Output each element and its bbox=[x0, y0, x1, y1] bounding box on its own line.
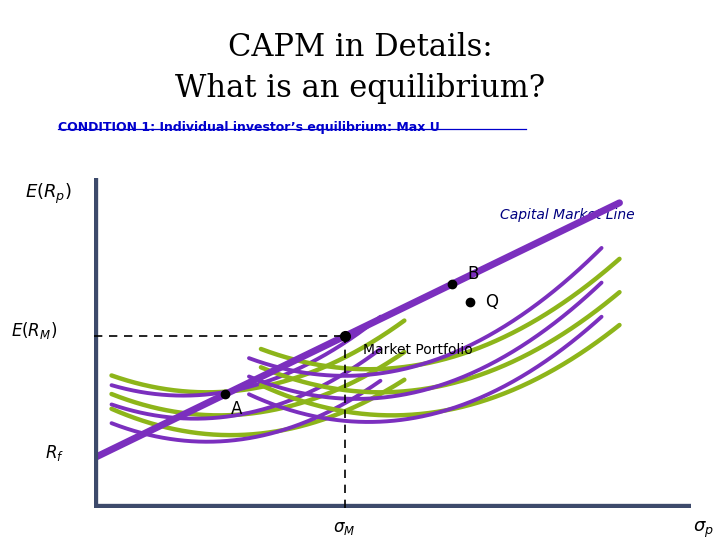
Text: CAPM in Details:: CAPM in Details: bbox=[228, 32, 492, 63]
Text: A: A bbox=[231, 400, 243, 418]
Text: $R_f$: $R_f$ bbox=[45, 443, 64, 463]
Text: What is an equilibrium?: What is an equilibrium? bbox=[175, 73, 545, 104]
Text: Capital Market Line: Capital Market Line bbox=[500, 208, 634, 222]
Text: $E(R_p)$: $E(R_p)$ bbox=[25, 182, 72, 206]
Text: B: B bbox=[467, 265, 479, 283]
Text: $\sigma_M$: $\sigma_M$ bbox=[333, 519, 356, 537]
Text: $E(R_M)$: $E(R_M)$ bbox=[11, 320, 57, 341]
Text: Q: Q bbox=[485, 293, 498, 311]
Text: Market Portfolio: Market Portfolio bbox=[362, 343, 472, 357]
Text: CONDITION 1: Individual investor’s equilibrium: Max U: CONDITION 1: Individual investor’s equil… bbox=[58, 122, 439, 134]
Text: $\sigma_p$: $\sigma_p$ bbox=[693, 520, 714, 540]
